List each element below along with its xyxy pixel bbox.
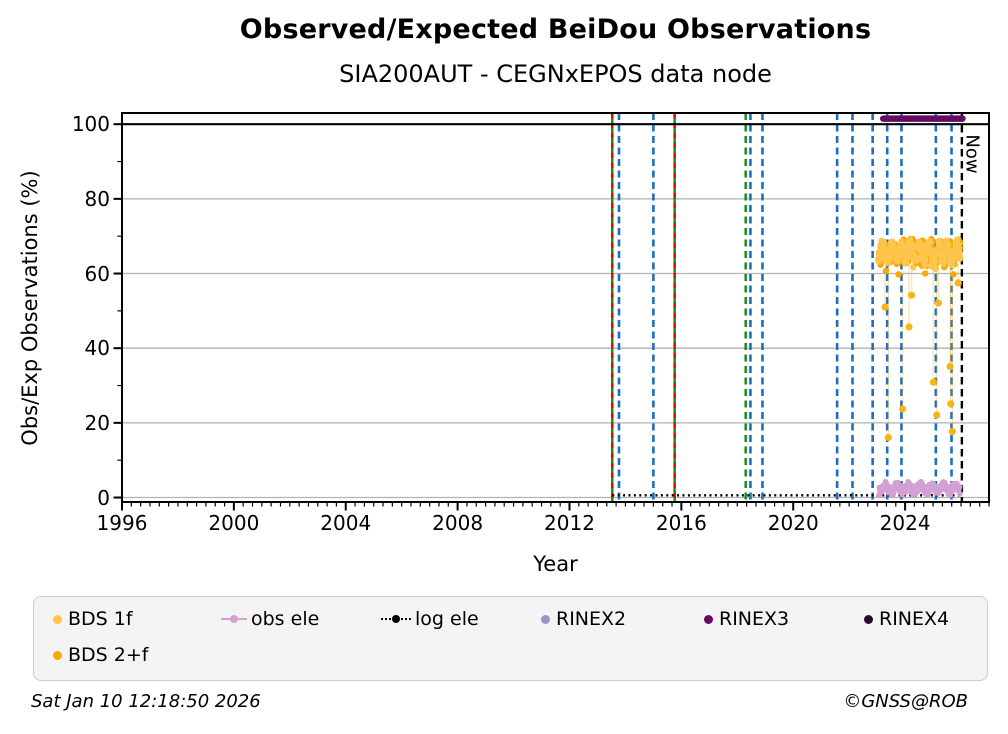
x-tick-label: 2000 <box>208 511 260 535</box>
y-tick-label: 20 <box>84 410 110 435</box>
rinex3-legend-dot-icon <box>703 614 713 624</box>
legend-label: obs ele <box>251 608 320 630</box>
x-axis-label: Year <box>533 552 578 576</box>
timestamp: Sat Jan 10 12:18:50 2026 <box>31 691 261 712</box>
legend-label: RINEX2 <box>556 608 627 630</box>
log-ele-legend-dot-icon <box>392 615 400 623</box>
chart-title: Observed/Expected BeiDou Observations <box>239 14 872 45</box>
now-label: Now <box>961 134 983 174</box>
rinex2-legend-dot-icon <box>540 614 550 624</box>
y-tick-label: 40 <box>84 336 110 361</box>
x-tick-label: 2016 <box>655 511 707 535</box>
chart-subtitle: SIA200AUT - CEGNxEPOS data node <box>339 60 772 88</box>
bds-1f-legend-dot-icon <box>52 614 62 624</box>
copyright: ©GNSS@ROB <box>843 691 968 712</box>
x-tick-label: 2012 <box>544 511 595 535</box>
x-tick-label: 1996 <box>96 511 148 535</box>
legend-label: BDS 2+f <box>68 644 149 666</box>
x-tick-label: 2008 <box>432 511 484 535</box>
y-tick-label: 60 <box>84 261 110 286</box>
legend-label: BDS 1f <box>68 608 133 630</box>
y-tick-label: 0 <box>97 485 110 510</box>
y-tick-label: 80 <box>84 186 110 211</box>
y-tick-label: 100 <box>71 112 110 137</box>
bds-2-f-legend-dot-icon <box>52 650 62 660</box>
rinex4-legend-dot-icon <box>863 614 873 624</box>
x-tick-label: 2024 <box>879 511 931 535</box>
x-tick-label: 2004 <box>320 511 372 535</box>
legend-label: RINEX4 <box>879 608 950 630</box>
legend-label: log ele <box>415 608 479 630</box>
legend-label: RINEX3 <box>719 608 790 630</box>
legend-box: BDS 1f obs ele log ele RINEX2 RINEX3 RINEX4 BD… <box>33 596 988 681</box>
obs-ele-legend-dot-icon <box>230 615 238 623</box>
x-tick-label: 2020 <box>767 511 819 535</box>
